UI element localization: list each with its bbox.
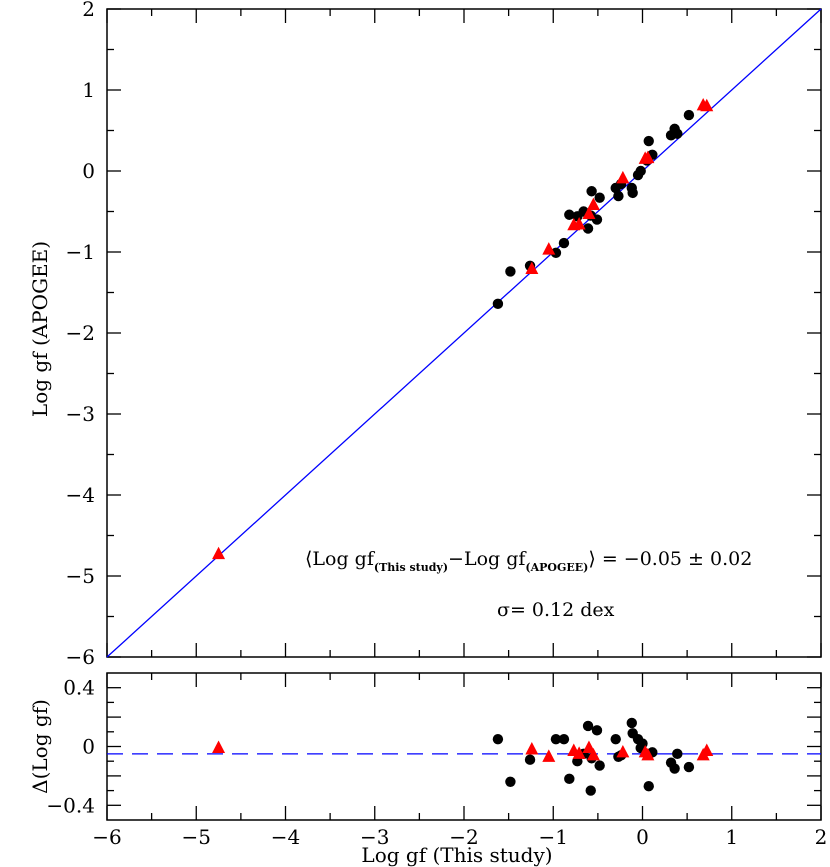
res-y-tick-label: −0.4 bbox=[46, 793, 95, 817]
residual-tick-labels: 0.4 0 −0.4 −6 −5 −4 −3 −2 −1 0 1 2 bbox=[46, 676, 827, 849]
main-circle-point bbox=[643, 135, 654, 147]
res-circle-point bbox=[505, 776, 516, 787]
main-circle-point bbox=[564, 209, 575, 220]
main-circle-point bbox=[627, 187, 638, 199]
main-triangle-point bbox=[641, 150, 655, 164]
annot-close: ⟩ = −0.05 ± 0.02 bbox=[588, 548, 752, 570]
x-tick-label: −1 bbox=[539, 825, 568, 849]
main-circle-point bbox=[505, 266, 516, 277]
res-triangle-point bbox=[700, 743, 714, 756]
main-triangle-point bbox=[542, 242, 556, 255]
res-triangle-point bbox=[616, 744, 630, 758]
main-circle-point bbox=[558, 237, 570, 249]
res-circle-point bbox=[585, 785, 596, 796]
res-triangle-point bbox=[586, 747, 600, 761]
main-circle-point bbox=[550, 247, 562, 259]
main-data-points bbox=[212, 97, 714, 560]
main-circle-point bbox=[672, 128, 683, 139]
one-to-one-line bbox=[106, 8, 822, 658]
main-circle-point bbox=[594, 192, 605, 203]
main-circle-point bbox=[582, 223, 594, 234]
res-circle-point bbox=[582, 720, 594, 732]
main-circle-point bbox=[613, 190, 624, 202]
main-y-tick-label: 0 bbox=[82, 159, 95, 183]
main-ticks bbox=[106, 8, 822, 658]
main-triangle-point bbox=[572, 217, 586, 230]
residual-panel: 0.4 0 −0.4 −6 −5 −4 −3 −2 −1 0 1 2 Δ(Log gf) Log gf… bbox=[28, 672, 827, 867]
res-circle-point bbox=[610, 733, 621, 745]
res-circle-point bbox=[643, 780, 654, 792]
res-circle-point bbox=[594, 760, 605, 771]
main-y-tick-label: −6 bbox=[66, 645, 95, 669]
main-circle-point bbox=[586, 186, 597, 197]
residual-plot-frame bbox=[106, 672, 822, 821]
main-triangle-point bbox=[582, 206, 596, 219]
residual-y-axis-label: Δ(Log gf) bbox=[28, 699, 52, 794]
main-y-tick-label: −5 bbox=[66, 564, 95, 588]
res-triangle-point bbox=[572, 746, 586, 759]
res-triangle-point bbox=[542, 749, 556, 762]
res-triangle-point bbox=[641, 747, 655, 761]
main-y-tick-label: −1 bbox=[66, 240, 95, 264]
annot-open: ⟨Log gf bbox=[305, 548, 376, 570]
main-triangle-point bbox=[616, 170, 630, 184]
x-tick-label: 2 bbox=[815, 825, 828, 849]
annot-sub1: (This study) bbox=[374, 561, 448, 574]
res-triangle-point bbox=[525, 742, 539, 755]
x-tick-label: 1 bbox=[725, 825, 738, 849]
main-circle-point bbox=[635, 165, 646, 177]
main-circle-point bbox=[683, 109, 695, 121]
res-y-tick-label: 0.4 bbox=[63, 676, 95, 700]
res-circle-point bbox=[524, 754, 536, 765]
res-circle-point bbox=[492, 733, 504, 745]
x-tick-label: −6 bbox=[92, 825, 121, 849]
x-tick-label: −5 bbox=[182, 825, 211, 849]
main-y-tick-label: −4 bbox=[66, 483, 95, 507]
residual-data-points bbox=[212, 717, 714, 796]
main-triangle-point bbox=[586, 197, 600, 211]
res-circle-point bbox=[683, 761, 695, 773]
x-tick-label: 0 bbox=[636, 825, 649, 849]
main-y-tick-label: −2 bbox=[66, 321, 95, 345]
annot-mid: −Log gf bbox=[448, 548, 527, 570]
sigma-annotation: σ= 0.12 dex bbox=[497, 599, 615, 621]
x-tick-label: −3 bbox=[360, 825, 389, 849]
res-y-tick-label: 0 bbox=[82, 735, 95, 759]
x-tick-label: −2 bbox=[449, 825, 478, 849]
res-triangle-point bbox=[582, 740, 596, 754]
res-circle-point bbox=[550, 733, 562, 745]
res-circle-point bbox=[591, 725, 603, 736]
res-circle-point bbox=[558, 733, 570, 745]
main-triangle-point bbox=[700, 98, 714, 112]
residual-ticks bbox=[106, 673, 822, 820]
main-y-tick-label: 2 bbox=[82, 0, 95, 21]
res-circle-point bbox=[564, 773, 575, 785]
annot-sub2: (APOGEE) bbox=[525, 561, 588, 574]
main-y-axis-label: Log gf (APOGEE) bbox=[28, 241, 52, 417]
main-circle-point bbox=[492, 298, 504, 310]
res-circle-point bbox=[669, 763, 680, 774]
res-triangle-point bbox=[212, 740, 226, 754]
res-circle-point bbox=[626, 717, 637, 729]
main-y-tick-label: −3 bbox=[66, 402, 95, 426]
main-y-tick-label: 1 bbox=[82, 78, 95, 102]
x-axis-label: Log gf (This study) bbox=[361, 843, 552, 867]
main-tick-labels: −6 −5 −4 −3 −2 −1 0 1 2 bbox=[66, 0, 95, 669]
x-tick-label: −4 bbox=[271, 825, 300, 849]
mean-difference-annotation: ⟨Log gf(This study)−Log gf(APOGEE)⟩ = −0… bbox=[305, 548, 752, 574]
main-triangle-point bbox=[525, 261, 539, 275]
res-circle-point bbox=[672, 748, 683, 760]
main-triangle-point bbox=[212, 546, 226, 560]
